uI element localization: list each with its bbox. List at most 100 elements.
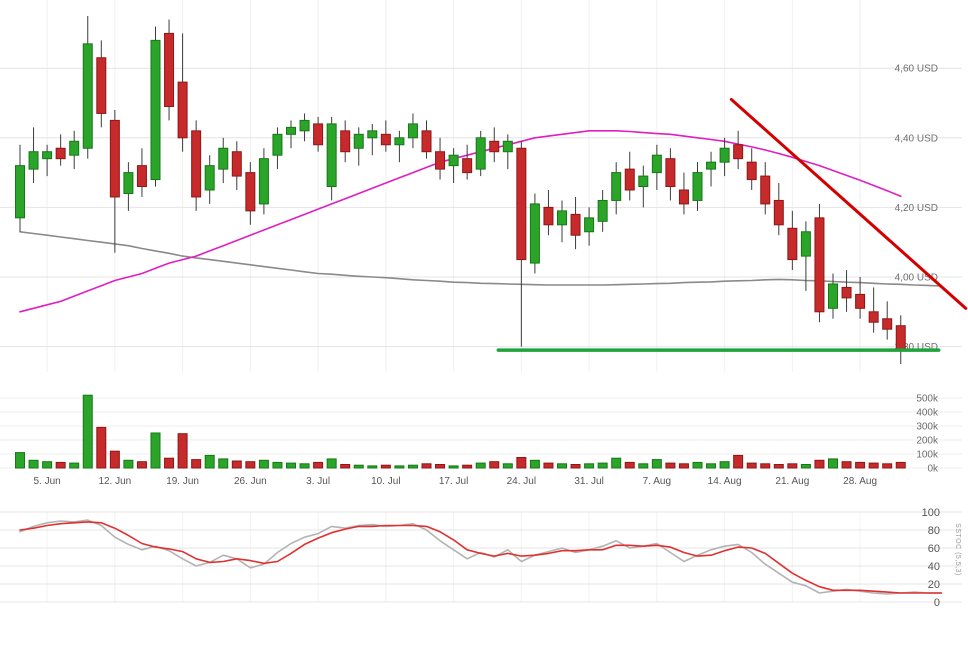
volume-bar [557,463,567,469]
volume-bar [624,461,635,469]
candle [394,137,405,146]
volume-bar [380,464,391,469]
x-axis-label: 14. Aug [707,476,742,487]
candle [882,318,893,330]
candle [828,283,838,309]
volume-bar [448,465,459,469]
volume-bar [191,459,202,469]
volume-axis-label: 0k [927,464,939,475]
candle [611,172,622,201]
volume-bar [15,452,25,469]
volume-bar [584,463,595,469]
x-axis-label: 12. Jun [98,476,132,487]
candle [746,161,757,181]
candle [516,147,527,261]
volume-bar [367,465,378,469]
candle [69,140,80,156]
candle [733,144,744,160]
candle [570,213,581,236]
volume-bar [746,462,757,469]
volume-bar [841,461,852,469]
candle [340,130,351,153]
candle [557,210,567,226]
volume-bar [407,464,418,469]
candle [665,158,676,188]
x-axis-label: 3. Jul [306,476,331,487]
candle [177,81,188,139]
volume-bar [299,463,310,469]
volume-bar [678,463,689,469]
x-axis-label: 19. Jun [166,476,199,487]
candle [584,217,595,233]
candle [719,147,730,163]
candle [42,151,53,160]
volume-bar [502,463,513,469]
volume-bar [651,459,662,469]
volume-bar [611,457,622,469]
volume-axis-label: 400k [916,408,939,419]
volume-bar [570,464,581,469]
stochastic-axis-label: 40 [928,561,940,573]
volume-bar [489,461,500,469]
price-axis-label: 4,60 USD [895,64,938,75]
volume-bar [895,461,906,469]
candle [895,325,906,351]
volume-bar [421,463,432,469]
candle [258,158,269,205]
candle [841,286,852,299]
candle [96,57,107,114]
moving-average-slow [19,231,943,287]
volume-bar [150,432,161,469]
volume-bar [882,463,893,469]
stochastic-axis-label: 80 [928,525,940,537]
volume-bar [597,462,608,469]
candle [529,203,540,264]
volume-bar [760,463,771,469]
volume-bar [82,394,93,469]
volume-bar [868,462,879,469]
candle [218,147,229,170]
x-axis-label: 26. Jun [233,476,267,487]
volume-bar [435,464,446,469]
candle [855,293,866,309]
volume-bar [245,461,256,469]
x-axis-label: 10. Jul [371,476,401,487]
volume-bar [529,459,540,469]
stochastic-panel: 100 80 60 40 20 0 SSTOC (5,5,3) [0,498,968,630]
stochastic-axis-label: 20 [928,579,940,591]
volume-bar [394,465,405,469]
volume-bar [733,454,744,469]
candle [502,140,513,153]
volume-axis-label: 100k [916,450,939,461]
volume-bar [286,462,296,469]
volume-bar [218,458,229,469]
candle [543,206,554,226]
volume-bar [28,459,39,469]
volume-bar [258,459,269,469]
x-axis-label: 5. Jun [33,476,61,487]
candle [231,151,242,177]
candle [651,154,662,174]
x-axis-label: 28. Aug [843,476,878,487]
candle [597,199,608,222]
downtrend-line [729,98,968,310]
candle [82,43,93,149]
volume-bar [231,460,242,469]
x-axis-label: 24. Jul [506,476,537,487]
candle [407,123,418,139]
candle [787,227,798,261]
volume-bar [787,463,798,469]
candle [299,119,310,132]
x-axis: 5. Jun 12. Jun 19. Jun 26. Jun 3. Jul 10. Jul… [0,476,968,492]
volume-bar [55,461,66,469]
volume-bar [42,461,53,469]
volume-bar [204,454,215,469]
volume-bar [638,463,649,469]
candle [55,147,66,160]
stochastic-chart-canvas: 100 80 60 40 20 0 [0,507,962,609]
x-axis-label: 7. Aug [642,476,672,487]
price-axis-label: 4,40 USD [895,133,938,144]
candle [150,39,161,181]
stochastic-indicator-label: SSTOC (5,5,3) [954,523,962,576]
